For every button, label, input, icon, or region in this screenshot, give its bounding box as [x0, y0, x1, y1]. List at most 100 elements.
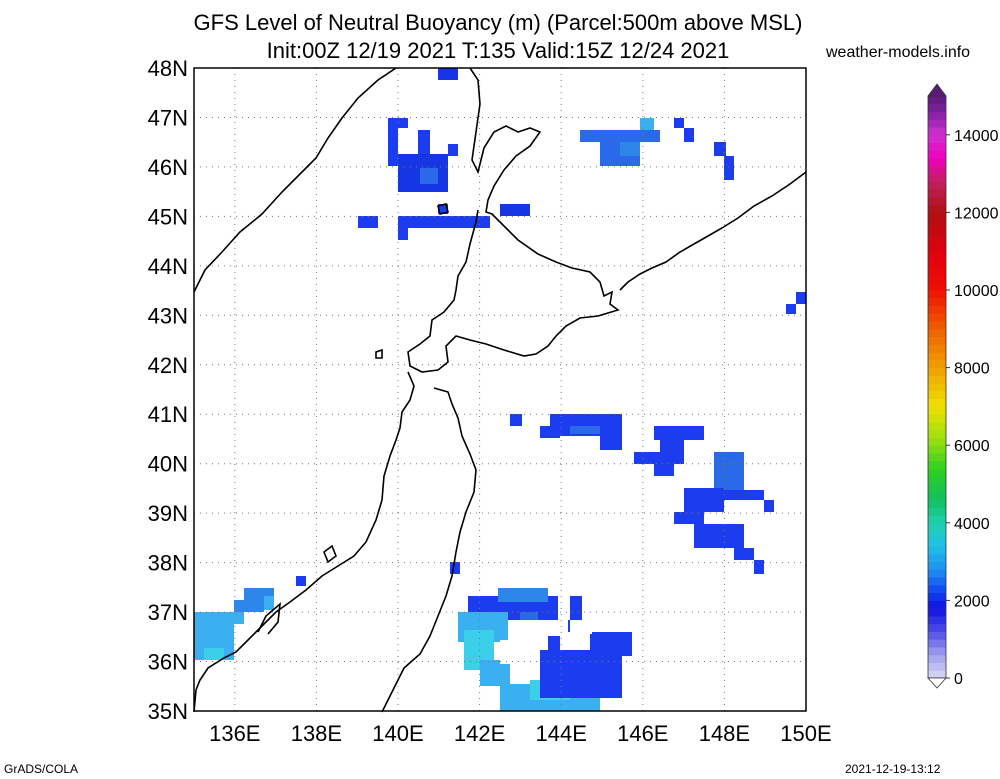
colorbar-swatch	[928, 352, 946, 361]
colorbar-swatch	[928, 484, 946, 493]
colorbar-swatch	[928, 243, 946, 252]
buoyancy-gap	[500, 640, 540, 664]
colorbar-swatch	[928, 538, 946, 547]
buoyancy-cell	[264, 596, 274, 610]
buoyancy-cell	[620, 142, 640, 156]
colorbar-swatch	[928, 258, 946, 268]
lat-tick-label: 38N	[148, 551, 188, 576]
colorbar-swatch	[928, 476, 946, 485]
colorbar-swatch	[928, 383, 946, 392]
colorbar-swatch	[928, 165, 946, 175]
buoyancy-cell	[450, 562, 460, 574]
lon-tick-label: 142E	[454, 721, 505, 746]
coast-rishiri	[437, 203, 449, 215]
lon-tick-label: 150E	[780, 721, 831, 746]
colorbar-swatch	[928, 437, 946, 446]
axis-labels: 35N 36N 37N 38N 39N 40N 41N 42N 43N 44N 45N 46N 47N 4…	[148, 56, 832, 746]
coast-hokkaido	[407, 209, 620, 373]
colorbar-swatch	[928, 96, 946, 105]
buoyancy-cell	[724, 156, 734, 180]
lat-tick-label: 40N	[148, 452, 188, 477]
colorbar-swatch	[928, 150, 946, 159]
coast-sado	[323, 544, 337, 564]
lat-tick-label: 35N	[148, 699, 188, 724]
colorbar-swatch	[928, 359, 946, 369]
colorbar-swatch	[928, 452, 946, 462]
buoyancy-cell	[796, 292, 806, 304]
colorbar-swatch	[928, 577, 946, 586]
colorbar-swatch	[928, 367, 946, 376]
colorbar-swatch	[928, 398, 946, 407]
buoyancy-cell	[570, 596, 582, 620]
buoyancy-field	[194, 68, 806, 711]
colorbar-swatch	[928, 584, 946, 594]
colorbar-top-arrow	[927, 83, 947, 97]
colorbar-swatch	[928, 406, 946, 415]
coast-okushiri	[375, 348, 383, 359]
colorbar-swatch	[928, 507, 946, 516]
lat-tick-label: 43N	[148, 303, 188, 328]
coastline	[193, 67, 807, 713]
buoyancy-cell	[204, 648, 224, 660]
colorbar-swatch	[928, 282, 946, 291]
colorbar-swatch	[928, 235, 946, 244]
buoyancy-gap	[548, 620, 568, 634]
coast-sakhalin	[469, 67, 542, 227]
buoyancy-cell	[754, 560, 764, 574]
colorbar-swatch	[928, 670, 946, 679]
buoyancy-cell	[734, 548, 754, 560]
colorbar-swatch	[928, 445, 946, 454]
lon-tick-label: 136E	[209, 721, 260, 746]
lat-tick-label: 48N	[148, 56, 188, 81]
colorbar-swatch	[928, 103, 946, 113]
lon-tick-label: 148E	[699, 721, 750, 746]
lat-tick-label: 36N	[148, 650, 188, 675]
lon-tick-label: 144E	[536, 721, 587, 746]
colorbar-swatch	[928, 600, 946, 609]
lat-tick-label: 39N	[148, 501, 188, 526]
buoyancy-cell	[358, 216, 378, 228]
coast-honshu-east	[381, 387, 477, 713]
colorbar-swatch	[928, 569, 946, 578]
buoyancy-cell	[480, 660, 510, 686]
buoyancy-cell	[654, 426, 704, 440]
colorbar-tick-label: 6000	[954, 438, 990, 455]
title-line-1: GFS Level of Neutral Buoyancy (m) (Parce…	[193, 10, 803, 35]
colorbar-swatch	[928, 662, 946, 671]
buoyancy-cell	[634, 452, 674, 464]
colorbar-swatch	[928, 173, 946, 182]
lon-tick-label: 140E	[372, 721, 423, 746]
lat-tick-label: 46N	[148, 155, 188, 180]
buoyancy-cell	[388, 128, 398, 166]
colorbar-swatch	[928, 530, 946, 539]
lon-tick-label: 138E	[291, 721, 342, 746]
footer-timestamp: 2021-12-19-13:12	[845, 762, 941, 776]
colorbar-swatch	[928, 499, 946, 508]
colorbar-swatch	[928, 639, 946, 648]
buoyancy-cell	[448, 144, 458, 156]
colorbar-swatch	[928, 414, 946, 423]
buoyancy-cell	[600, 686, 622, 698]
colorbar-swatch	[928, 290, 946, 299]
colorbar-swatch	[928, 142, 946, 151]
colorbar-swatch	[928, 468, 946, 477]
colorbar-swatch	[928, 336, 946, 345]
title-line-2: Init:00Z 12/19 2021 T:135 Valid:15Z 12/2…	[266, 38, 730, 63]
colorbar-tick-label: 12000	[954, 205, 999, 222]
colorbar-swatch	[928, 429, 946, 438]
buoyancy-cell	[590, 632, 632, 656]
lat-tick-label: 47N	[148, 105, 188, 130]
buoyancy-cell	[420, 168, 438, 184]
lat-tick-label: 37N	[148, 600, 188, 625]
buoyancy-cell	[438, 68, 458, 80]
buoyancy-cell	[714, 142, 726, 156]
colorbar-swatch	[928, 321, 946, 330]
colorbar-swatch	[928, 421, 946, 431]
colorbar-bottom-arrow	[927, 677, 947, 689]
buoyancy-cell	[600, 430, 622, 450]
lon-tick-label: 146E	[617, 721, 668, 746]
buoyancy-cell	[398, 228, 408, 240]
colorbar-swatch	[928, 615, 946, 625]
colorbar: 0 2000 4000 6000 8000 10000 12000 14000	[927, 83, 999, 689]
